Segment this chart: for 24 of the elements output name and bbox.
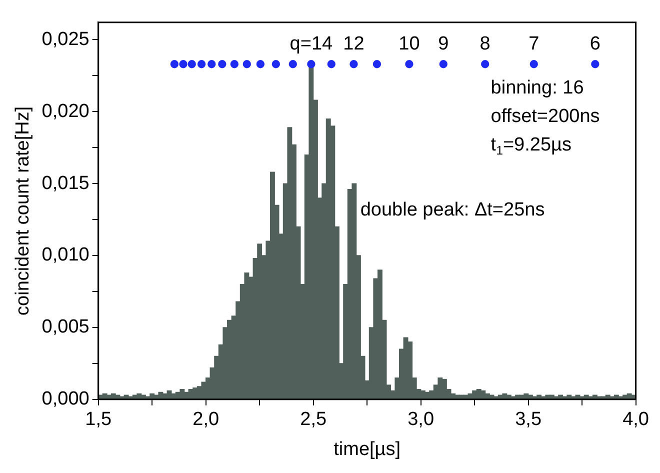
- y-axis-title: coincident count rate[Hz]: [12, 106, 34, 316]
- annotation: 6: [590, 33, 600, 54]
- y-tick-label: 0,025: [42, 28, 90, 50]
- x-axis-title: time[µs]: [334, 438, 401, 460]
- x-tick-label: 3,5: [515, 409, 542, 430]
- y-tick-label: 0,015: [42, 172, 90, 194]
- y-tick-label: 0,020: [42, 100, 90, 122]
- annotation: double peak: Δt=25ns: [360, 200, 545, 221]
- y-tick-label: 0,000: [42, 388, 90, 410]
- x-tick-label: 3,0: [408, 409, 434, 430]
- annotation: 12: [343, 33, 364, 54]
- annotation: 8: [480, 33, 490, 54]
- annotation: q=14: [290, 33, 334, 54]
- x-tick-label: 4,0: [622, 409, 650, 430]
- y-tick-label: 0,005: [42, 316, 90, 338]
- annotation: binning: 16: [490, 78, 584, 99]
- annotation: offset=200ns: [490, 106, 600, 128]
- y-tick-label: 0,010: [42, 244, 90, 266]
- annotation: 7: [528, 33, 540, 54]
- annotation: 9: [438, 33, 449, 54]
- x-tick-label: 2,0: [192, 409, 220, 430]
- x-tick-label: 2,5: [300, 409, 327, 430]
- x-tick-label: 1,5: [85, 409, 112, 430]
- annotation: 10: [398, 33, 420, 54]
